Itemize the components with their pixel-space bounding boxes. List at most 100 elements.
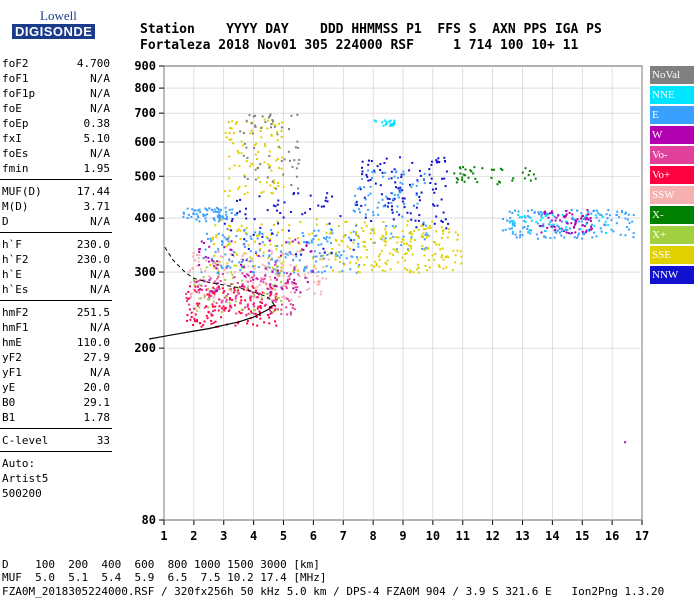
echo-point-vominus — [252, 312, 255, 315]
echo-point-e — [377, 201, 380, 204]
echo-point-xplus — [217, 270, 220, 273]
echo-point-sse — [243, 174, 246, 177]
echo-point-xplus — [248, 313, 251, 316]
echo-point-sse — [264, 143, 266, 146]
x-tick-label: 5 — [280, 529, 287, 543]
echo-point-e — [554, 231, 557, 233]
echo-point-voplus — [187, 290, 190, 293]
echo-point-nne — [544, 229, 547, 232]
echo-point-sse — [273, 223, 275, 226]
echo-point-sse — [454, 231, 457, 234]
echo-point-xminus — [474, 177, 477, 180]
echo-point-xminus — [490, 168, 493, 171]
echo-point-voplus — [256, 307, 259, 310]
echo-point-nnw — [394, 181, 397, 184]
param-name: foF2 — [2, 57, 29, 70]
echo-point-ssw — [270, 269, 273, 272]
echo-point-sse — [259, 129, 262, 132]
echo-point-sse — [397, 261, 400, 264]
echo-point-sse — [418, 271, 420, 274]
echo-point-w — [565, 213, 568, 216]
echo-point-voplus — [268, 316, 271, 319]
param-row: h`F2 230.0 — [0, 252, 112, 267]
echo-point-w — [293, 278, 296, 281]
echo-point-e — [220, 265, 223, 268]
echo-point-w — [311, 269, 314, 272]
echo-point-ssw — [219, 298, 222, 301]
echo-point-e — [356, 256, 358, 259]
echo-point-e — [250, 237, 253, 240]
echo-point-sse — [404, 267, 406, 270]
echo-point-e — [344, 234, 347, 237]
echo-point-ssw — [293, 283, 296, 286]
echo-point-nnw — [230, 220, 233, 223]
x-tick-label: 12 — [485, 529, 499, 543]
echo-point-xplus — [274, 283, 277, 286]
echo-point-e — [578, 232, 580, 235]
echo-point-w — [280, 254, 282, 257]
echo-point-e — [392, 235, 395, 238]
echo-point-sse — [325, 231, 328, 234]
echo-point-noval — [254, 178, 257, 181]
echo-point-voplus — [221, 287, 224, 290]
echo-point-ssw — [290, 283, 293, 286]
echo-point-e — [210, 208, 213, 211]
echo-point-e — [395, 170, 398, 173]
echo-point-sse — [276, 131, 279, 133]
echo-point-vominus — [208, 290, 211, 293]
echo-point-xplus — [214, 261, 217, 264]
echo-point-e — [330, 266, 332, 269]
profile-curve-upper — [163, 245, 275, 306]
echo-point-ssw — [271, 250, 273, 253]
echo-point-e — [403, 173, 406, 176]
echo-point-e — [403, 203, 406, 205]
echo-point-nnw — [408, 169, 411, 172]
echo-point-e — [221, 267, 224, 269]
echo-point-e — [560, 230, 563, 233]
echo-point-noval — [268, 155, 271, 157]
echo-point-noval — [283, 158, 286, 161]
echo-point-e — [227, 265, 230, 267]
echo-point-e — [219, 216, 222, 219]
echo-point-vominus — [219, 280, 222, 282]
echo-point-w — [215, 267, 218, 270]
echo-point-nnw — [323, 205, 325, 208]
echo-point-nne — [517, 214, 520, 216]
echo-point-sse — [408, 271, 411, 274]
echo-point-nnw — [401, 197, 404, 200]
echo-point-nnw — [402, 200, 405, 203]
echo-point-e — [422, 178, 425, 180]
echo-point-ssw — [268, 287, 271, 290]
echo-point-xplus — [280, 280, 282, 283]
echo-point-noval — [290, 184, 293, 186]
echo-point-e — [353, 239, 356, 241]
echo-point-ssw — [189, 269, 192, 272]
echo-point-sse — [406, 242, 408, 245]
echo-point-voplus — [213, 293, 216, 296]
echo-point-w — [565, 209, 568, 212]
echo-point-w — [574, 223, 577, 226]
echo-point-sse — [451, 269, 454, 272]
echo-point-e — [564, 229, 567, 231]
echo-point-sse — [389, 252, 392, 255]
echo-point-noval — [297, 146, 300, 149]
echo-point-noval — [287, 150, 290, 153]
echo-point-e — [593, 231, 596, 234]
parameter-panel: foF2 4.700 foF1 N/A foF1p N/A foE N/A foEp 0.38 fx… — [0, 56, 112, 501]
echo-point-e — [402, 170, 405, 173]
echo-point-e — [276, 272, 279, 274]
echo-point-ssw — [196, 264, 199, 267]
echo-point-e — [364, 213, 367, 216]
echo-point-vominus — [261, 278, 264, 281]
param-row: h`E N/A — [0, 267, 112, 282]
echo-point-ssw — [260, 276, 263, 279]
echo-point-w — [241, 285, 243, 288]
param-row: foF2 4.700 — [0, 56, 112, 71]
echo-point-sse — [228, 138, 231, 141]
echo-point-e — [208, 207, 211, 210]
echo-point-e — [396, 211, 398, 213]
echo-point-sse — [235, 264, 238, 267]
echo-point-e — [334, 253, 337, 256]
echo-point-nnw — [361, 160, 364, 163]
